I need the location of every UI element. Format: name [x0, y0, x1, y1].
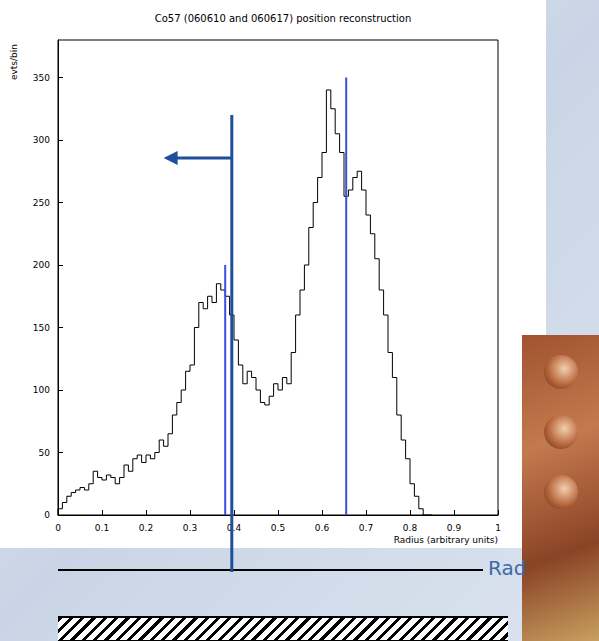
svg-text:1: 1: [495, 523, 501, 533]
svg-text:200: 200: [33, 260, 50, 270]
svg-text:Co57 (060610 and 060617) posit: Co57 (060610 and 060617) position recons…: [155, 13, 412, 24]
svg-text:0.6: 0.6: [315, 523, 330, 533]
svg-text:evts/bin: evts/bin: [9, 44, 19, 80]
svg-text:0.3: 0.3: [183, 523, 197, 533]
svg-text:250: 250: [33, 198, 50, 208]
svg-text:Radius (arbitrary units): Radius (arbitrary units): [394, 535, 498, 545]
svg-text:50: 50: [39, 448, 51, 458]
svg-text:0.4: 0.4: [227, 523, 242, 533]
svg-text:0: 0: [55, 523, 61, 533]
svg-text:0.8: 0.8: [403, 523, 418, 533]
svg-text:0.1: 0.1: [95, 523, 109, 533]
svg-text:0.2: 0.2: [139, 523, 153, 533]
svg-text:0: 0: [44, 510, 50, 520]
svg-text:300: 300: [33, 135, 50, 145]
svg-text:0.5: 0.5: [271, 523, 285, 533]
svg-text:0.9: 0.9: [447, 523, 462, 533]
html-text:Rad: Rad: [488, 556, 527, 580]
svg-text:0.7: 0.7: [359, 523, 373, 533]
svg-text:150: 150: [33, 323, 50, 333]
svg-text:350: 350: [33, 73, 50, 83]
svg-text:100: 100: [33, 385, 50, 395]
